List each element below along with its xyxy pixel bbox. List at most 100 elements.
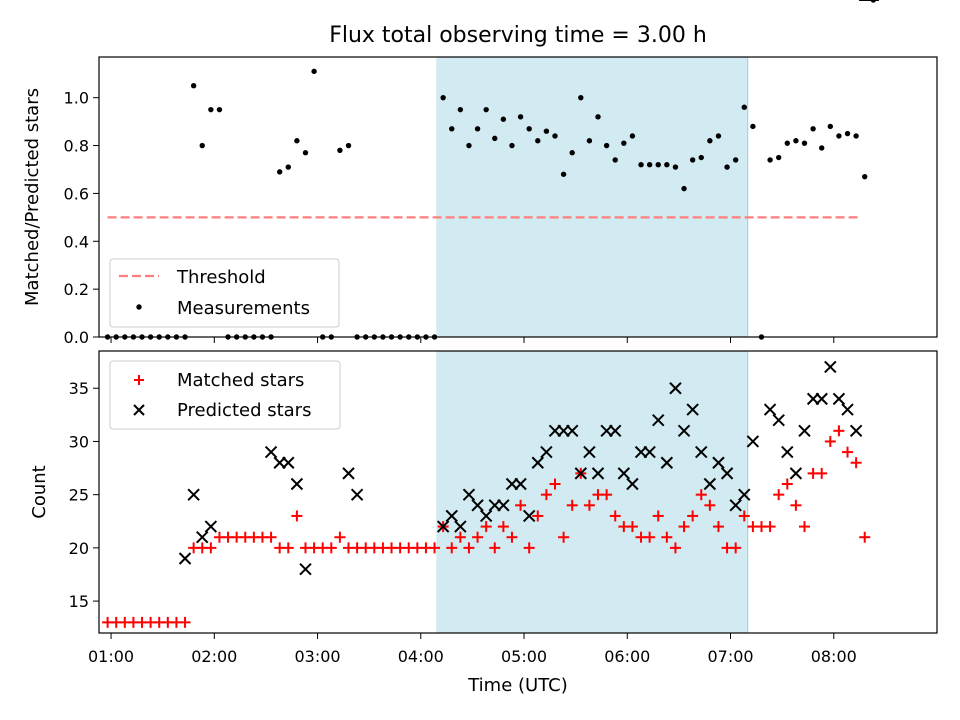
measurement-point xyxy=(853,133,859,139)
matched-stars-point xyxy=(824,435,836,447)
matched-stars-point xyxy=(179,616,191,628)
predicted-stars-point xyxy=(626,477,639,491)
legend-predicted-swatch xyxy=(133,404,145,416)
legend-predicted-label: Predicted stars xyxy=(177,400,311,421)
measurement-point xyxy=(492,135,498,142)
bottom-legend: Matched stars Predicted stars xyxy=(109,360,341,430)
bottom-y-tick-label: 30 xyxy=(69,432,89,451)
measurement-point xyxy=(457,106,464,113)
bottom-y-tick-label: 25 xyxy=(69,486,89,505)
matched-stars-point xyxy=(704,499,716,511)
matched-stars-point xyxy=(334,531,346,543)
predicted-stars-point xyxy=(574,467,588,480)
measurement-point xyxy=(664,161,670,168)
predicted-stars-point xyxy=(832,392,846,406)
predicted-stars-point xyxy=(290,477,304,491)
series-predicted-stars xyxy=(178,0,879,576)
measurement-point xyxy=(208,106,214,113)
matched-stars-point xyxy=(446,542,458,554)
matched-stars-point xyxy=(429,542,441,554)
predicted-stars-point xyxy=(703,477,717,491)
measurement-point xyxy=(294,138,300,144)
matched-stars-point xyxy=(842,446,854,458)
x-tick-label: 02:00 xyxy=(191,647,237,666)
measurement-point xyxy=(681,185,687,192)
top-y-tick-label: 0.4 xyxy=(64,232,89,251)
measurement-point xyxy=(767,157,773,163)
top-plot-area xyxy=(104,0,877,340)
predicted-stars-point xyxy=(746,435,760,448)
predicted-stars-point xyxy=(531,456,544,469)
x-tick-label: 06:00 xyxy=(604,647,650,666)
bottom-y-axis-label: Count xyxy=(29,465,50,518)
matched-stars-point xyxy=(515,499,527,511)
measurement-point xyxy=(216,106,223,113)
measurement-point xyxy=(474,126,481,132)
measurement-point xyxy=(707,138,713,144)
predicted-stars-point xyxy=(815,392,828,406)
top-x-ticks xyxy=(110,337,835,343)
matched-stars-point xyxy=(764,521,776,533)
matched-stars-point xyxy=(506,531,518,543)
top-legend: Threshold Measurements xyxy=(109,258,340,328)
top-y-tick-label: 0.6 xyxy=(64,184,89,203)
predicted-stars-point xyxy=(798,424,811,438)
matched-stars-point xyxy=(687,510,699,522)
matched-stars-point xyxy=(609,510,621,522)
measurement-point xyxy=(578,94,584,101)
measurement-point xyxy=(672,164,679,170)
measurement-point xyxy=(793,138,799,144)
predicted-stars-point xyxy=(643,445,656,459)
predicted-stars-point xyxy=(781,445,794,459)
predicted-stars-point xyxy=(824,360,837,374)
x-tick-label: 05:00 xyxy=(501,647,547,666)
matched-stars-point xyxy=(454,531,466,543)
measurement-point xyxy=(862,173,868,180)
x-tick-label: 07:00 xyxy=(707,647,753,666)
measurement-point xyxy=(190,83,197,89)
x-tick-label: 01:00 xyxy=(88,647,134,666)
measurement-point xyxy=(199,142,205,149)
predicted-stars-point xyxy=(264,445,278,459)
measurement-point xyxy=(569,150,575,156)
matched-stars-point xyxy=(695,489,707,501)
matched-stars-point xyxy=(773,489,785,501)
bottom-y-tick-label: 15 xyxy=(69,592,89,611)
predicted-stars-point xyxy=(677,424,691,438)
measurement-point xyxy=(500,116,507,122)
measurement-point xyxy=(276,169,283,175)
measurement-point xyxy=(449,126,455,132)
top-highlight-span xyxy=(436,57,748,337)
top-y-tick-label: 0.8 xyxy=(64,137,89,156)
matched-stars-point xyxy=(833,425,845,437)
measurement-point xyxy=(311,68,317,75)
predicted-stars-point xyxy=(178,552,192,565)
measurement-point xyxy=(698,154,704,161)
measurement-point xyxy=(827,123,834,130)
matched-stars-point xyxy=(532,510,544,522)
matched-stars-point xyxy=(291,510,303,522)
measurement-point xyxy=(775,154,782,161)
predicted-stars-point xyxy=(669,382,682,395)
measurement-point xyxy=(535,138,541,144)
predicted-stars-point xyxy=(583,445,596,459)
legend-matched-swatch xyxy=(134,375,144,385)
matched-stars-point xyxy=(816,467,828,479)
bottom-panel: 15 20 25 30 35 01:00 02:00 03:00 04:00 05:00 06:0… xyxy=(29,0,938,696)
predicted-stars-point xyxy=(540,445,553,459)
predicted-stars-point xyxy=(591,467,605,480)
measurement-point xyxy=(715,133,722,139)
matched-stars-point xyxy=(799,521,811,533)
measurement-point xyxy=(638,161,644,168)
measurement-point xyxy=(560,171,567,177)
matched-stars-point xyxy=(566,499,578,511)
measurement-point xyxy=(337,147,343,154)
predicted-stars-point xyxy=(660,456,674,469)
series-matched-stars xyxy=(102,0,879,628)
bottom-y-tick-label: 35 xyxy=(69,379,89,398)
predicted-stars-point xyxy=(712,456,725,469)
matched-stars-point xyxy=(325,542,337,554)
matched-stars-point xyxy=(730,542,742,554)
legend-matched-label: Matched stars xyxy=(177,370,304,391)
matched-stars-point xyxy=(463,542,475,554)
